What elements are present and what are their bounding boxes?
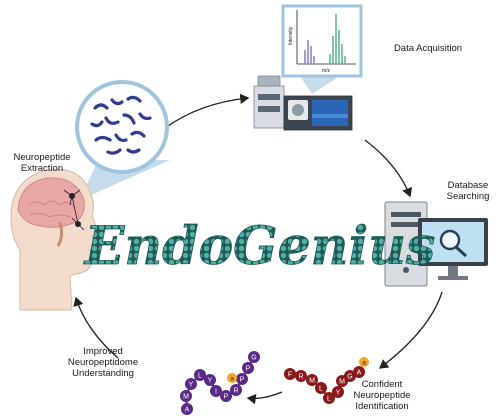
label-database-searching: Database Searching xyxy=(446,180,490,202)
peptide-strands-icon xyxy=(90,95,152,155)
arrow-searching-to-identification xyxy=(378,291,443,369)
modification-tag xyxy=(359,357,369,367)
residue-letter: P xyxy=(240,377,245,384)
peptide-callout xyxy=(75,80,170,200)
residue-letter: L xyxy=(198,373,202,380)
residue-letter: R xyxy=(233,388,238,395)
residue-bead xyxy=(353,366,365,378)
modification-tag xyxy=(227,373,237,383)
label-data-acquisition: Data Acquisition xyxy=(393,43,463,54)
head-brain-icon xyxy=(10,168,99,311)
arrow-extraction-to-acquisition xyxy=(164,93,250,129)
residue-letter: L xyxy=(327,396,331,403)
residue-bead xyxy=(185,378,197,390)
residue-bead xyxy=(181,403,193,415)
residue-letter: Y xyxy=(336,390,341,397)
residue-letter: A xyxy=(357,370,362,377)
residue-bead xyxy=(194,369,206,381)
residue-letter: L xyxy=(319,386,323,393)
residue-bead xyxy=(344,370,356,382)
residue-bead xyxy=(242,362,254,374)
arrow-identification-to-understanding xyxy=(246,391,283,405)
residue-letter: G xyxy=(347,374,352,381)
residue-letter: P xyxy=(224,394,229,401)
residue-bead xyxy=(180,390,192,402)
spectrum-peaks-left xyxy=(304,40,315,64)
label-improved-understanding: Improved Neuropeptidome Understanding xyxy=(67,346,139,379)
residue-letter: M xyxy=(339,379,345,386)
residue-bead xyxy=(295,370,307,382)
label-neuropeptide-extraction: Neuropeptide Extraction xyxy=(13,152,71,174)
residue-bead xyxy=(306,374,318,386)
residue-letter: R xyxy=(298,374,303,381)
residue-letter: M xyxy=(183,394,189,401)
modification-tag-label: a xyxy=(362,360,366,367)
spectrum-xlabel: m/z xyxy=(322,68,331,74)
arrow-acquisition-to-searching xyxy=(364,139,413,198)
cycle-arrows xyxy=(73,93,443,405)
residue-bead xyxy=(220,390,232,402)
residue-letter: Y xyxy=(208,378,213,385)
mass-spectrometer-icon xyxy=(253,75,353,131)
residue-letter: G xyxy=(251,355,256,362)
residue-bead xyxy=(323,392,335,404)
residue-letter: P xyxy=(246,366,251,373)
residue-bead xyxy=(332,386,344,398)
residue-bead xyxy=(315,382,327,394)
residue-bead xyxy=(204,374,216,386)
spectrum-callout: Intensity m/z xyxy=(281,4,363,94)
residue-letter: A xyxy=(185,407,190,414)
label-confident-identification: Confident Neuropeptide Identification xyxy=(353,379,411,412)
spectrum-peaks-right xyxy=(329,14,346,64)
residue-bead xyxy=(210,385,222,397)
residue-letter: Y xyxy=(189,382,194,389)
arrow-understanding-to-extraction xyxy=(73,296,119,359)
residue-letter: M xyxy=(309,378,315,385)
residue-letter: F xyxy=(288,372,292,379)
computer-search-icon xyxy=(384,201,488,287)
residue-letter: I xyxy=(215,389,217,396)
search-icon xyxy=(439,229,468,258)
title-text: EndoGenius xyxy=(83,216,436,277)
endogenius-title: EndoGenius xyxy=(82,216,436,278)
spectrum-ylabel: Intensity xyxy=(288,26,294,45)
residue-bead xyxy=(236,373,248,385)
residue-bead xyxy=(230,384,242,396)
modification-tag-label: a xyxy=(230,376,234,383)
residue-bead xyxy=(248,351,260,363)
residue-bead xyxy=(284,368,296,380)
